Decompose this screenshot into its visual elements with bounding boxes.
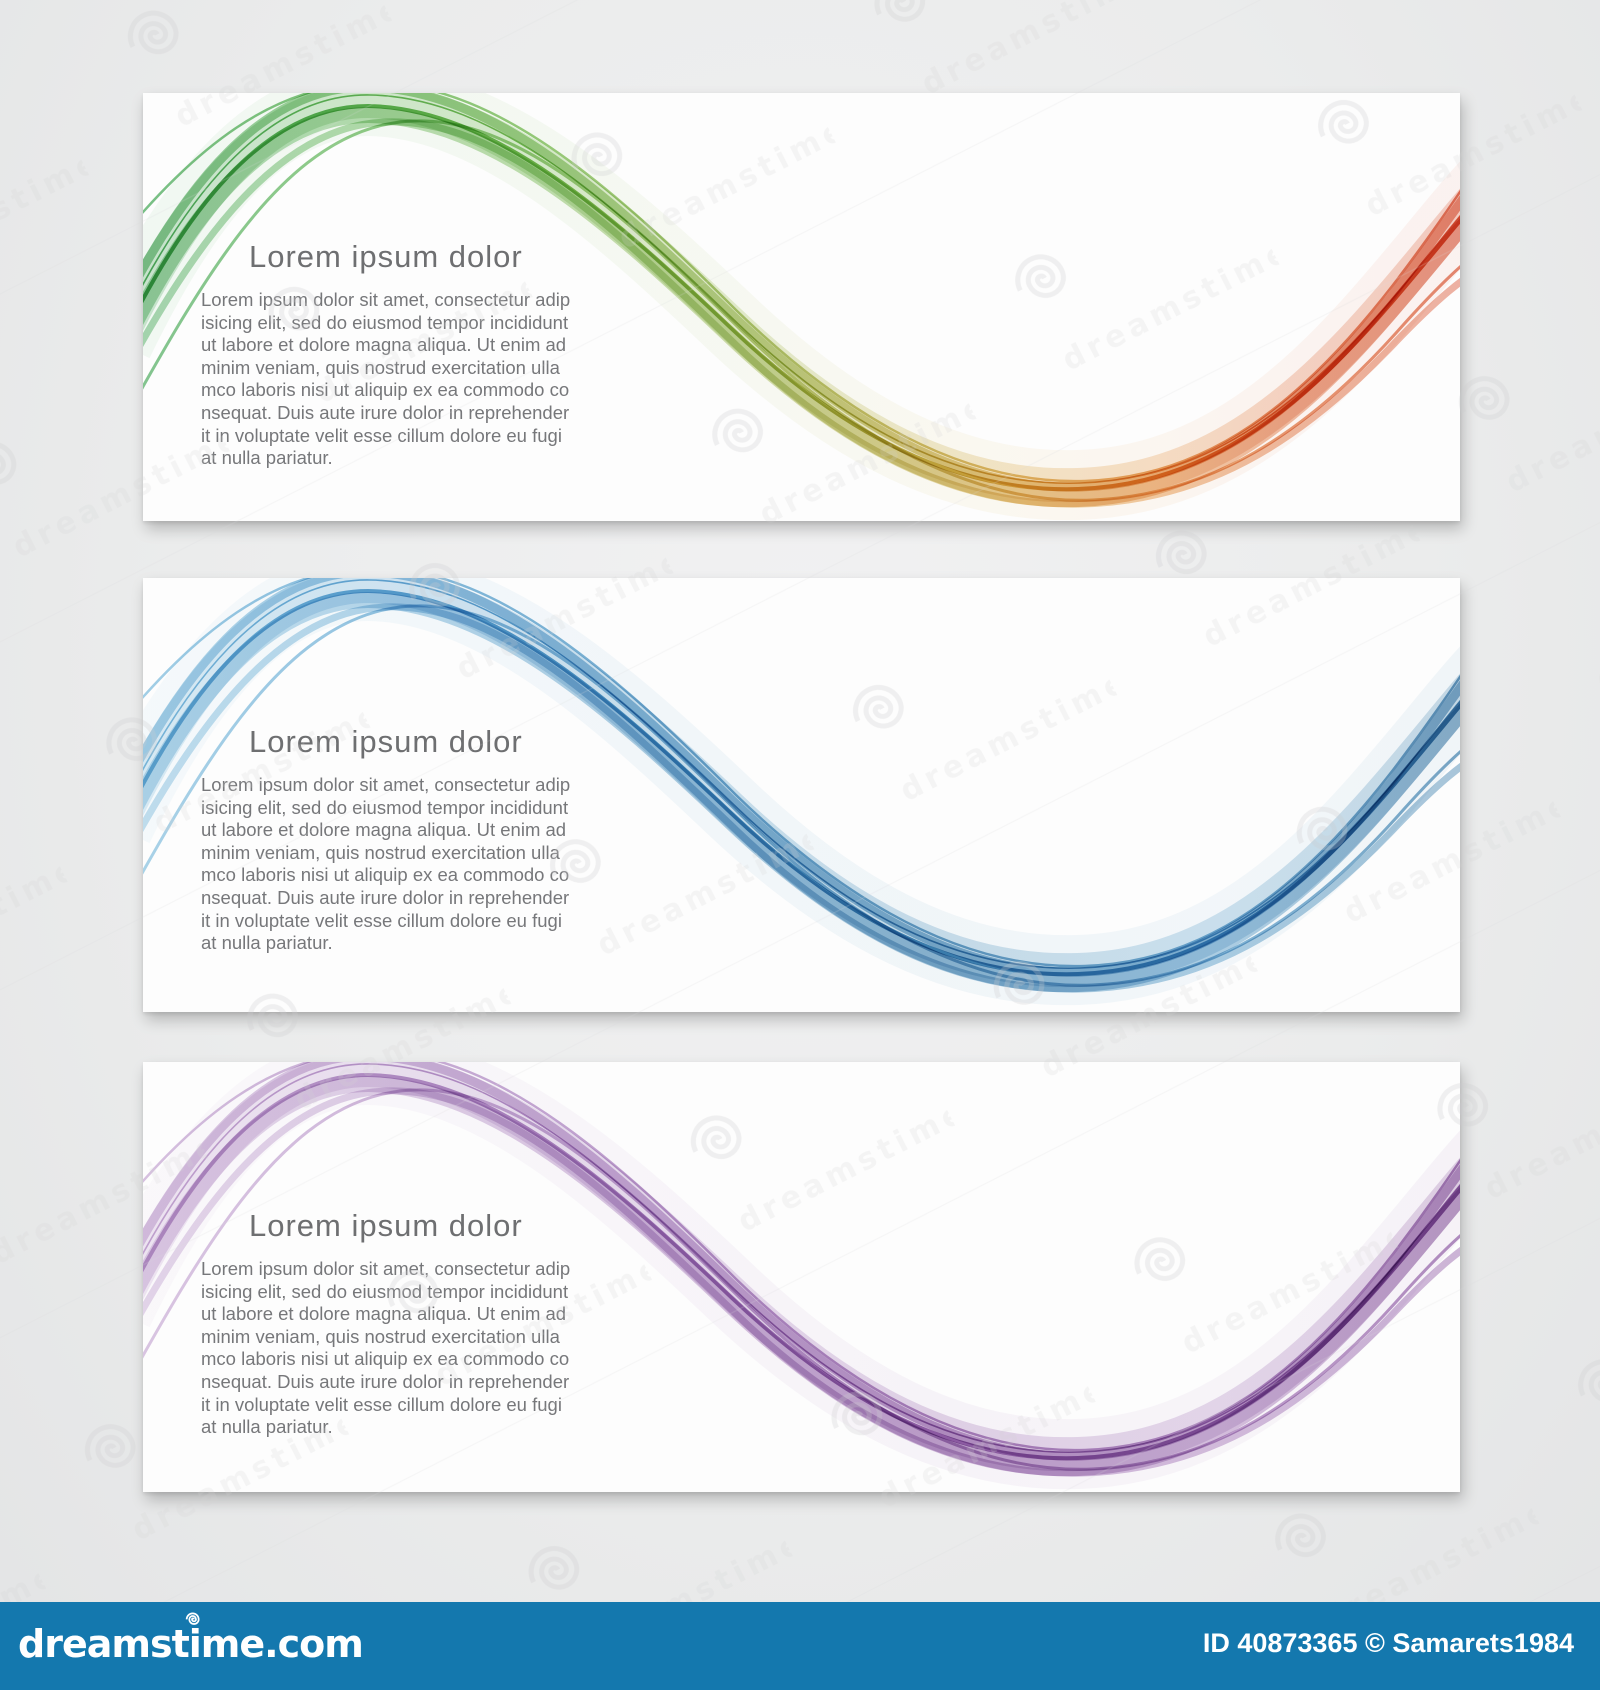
footer-bar: dreamstime.com ID 40873365 © Samarets198… [0,1602,1600,1690]
banner-heading: Lorem ipsum dolor [249,1208,523,1243]
banner-body-text: Lorem ipsum dolor sit amet, consectetur … [201,774,571,954]
banner-card-green: Lorem ipsum dolor Lorem ipsum dolor sit … [143,93,1460,521]
logo-spiral-icon [185,1612,200,1625]
banner-card-blue: Lorem ipsum dolor Lorem ipsum dolor sit … [143,578,1460,1012]
banner-text-block: Lorem ipsum dolor Lorem ipsum dolor sit … [201,1208,601,1439]
dreamstime-logo: dreamstime.com [18,1622,364,1666]
banner-body-text: Lorem ipsum dolor sit amet, consectetur … [201,289,571,469]
banner-text-block: Lorem ipsum dolor Lorem ipsum dolor sit … [201,724,601,955]
banner-heading: Lorem ipsum dolor [249,724,523,759]
image-credit-text: ID 40873365 © Samarets1984 [1202,1628,1574,1658]
banner-heading: Lorem ipsum dolor [249,239,523,274]
banner-card-purple: Lorem ipsum dolor Lorem ipsum dolor sit … [143,1062,1460,1492]
banner-body-text: Lorem ipsum dolor sit amet, consectetur … [201,1258,571,1438]
banner-text-block: Lorem ipsum dolor Lorem ipsum dolor sit … [201,239,601,470]
